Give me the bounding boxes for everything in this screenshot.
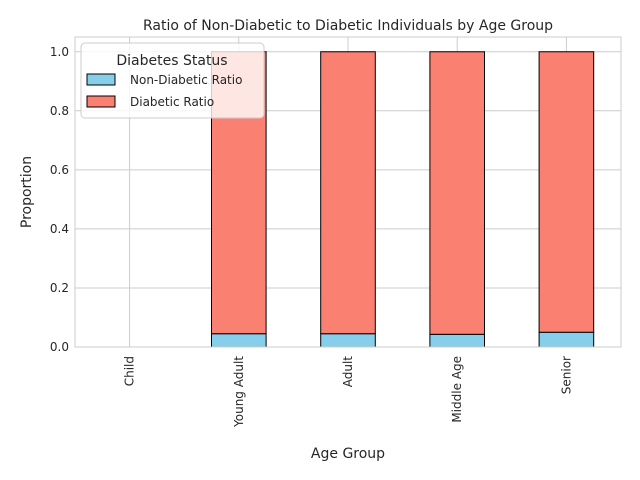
plot-frame (74, 36, 622, 348)
bar-non-diabetic-adult (320, 333, 376, 348)
legend-label-non-diabetic: Non-Diabetic Ratio (130, 73, 242, 87)
y-axis-label: Proportion (19, 156, 35, 228)
bar-non-diabetic-young-adult (211, 333, 267, 348)
chart-title: Ratio of Non-Diabetic to Diabetic Indivi… (143, 18, 553, 34)
x-tick-label: Middle Age (450, 356, 464, 423)
y-tick-label: 0.0 (50, 340, 69, 354)
y-tick-label: 0.2 (50, 281, 69, 295)
legend-label-diabetic: Diabetic Ratio (130, 95, 214, 109)
y-tick-label: 0.8 (50, 104, 69, 118)
bar-non-diabetic-middle-age (429, 333, 485, 348)
x-axis-label: Age Group (311, 446, 385, 462)
bars (211, 51, 595, 348)
x-tick-label: Young Adult (232, 356, 246, 428)
bar-diabetic-middle-age (429, 51, 485, 335)
x-tick-label: Senior (559, 356, 573, 394)
y-tick-label: 0.6 (50, 163, 69, 177)
legend-swatch-diabetic (86, 95, 116, 108)
legend-title: Diabetes Status (116, 53, 227, 69)
y-tick-label: 1.0 (50, 45, 69, 59)
x-tick-label: Adult (341, 356, 355, 388)
y-tick-labels: 0.0 0.2 0.4 0.6 0.8 1.0 (50, 45, 69, 354)
legend: Diabetes Status Non-Diabetic Ratio Diabe… (80, 42, 265, 119)
bar-non-diabetic-senior (538, 331, 595, 348)
y-tick-label: 0.4 (50, 222, 69, 236)
legend-box (80, 42, 265, 119)
x-tick-label: Child (123, 356, 137, 386)
bar-diabetic-adult (320, 51, 376, 335)
x-tick-labels: Child Young Adult Adult Middle Age Senior (123, 356, 574, 428)
bar-diabetic-senior (538, 51, 595, 333)
legend-swatch-non-diabetic (86, 73, 116, 86)
